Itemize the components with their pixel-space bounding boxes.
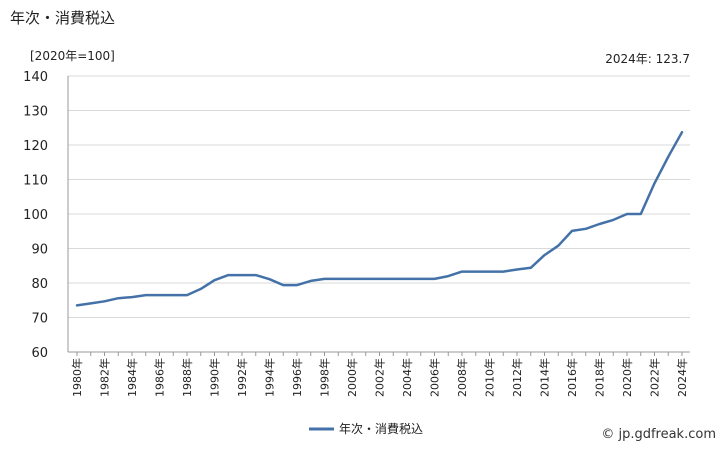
y-tick-label: 70 [31,312,48,327]
grid-lines [68,75,690,353]
x-tick-label: 1980年 [70,358,84,397]
x-tick-label: 2018年 [593,358,607,397]
x-tick-label: 1992年 [235,358,249,397]
chart-title: 年次・消費税込 [10,9,116,27]
legend: 年次・消費税込 [309,421,423,436]
x-tick-label: 2008年 [455,358,469,397]
series-line [75,130,684,307]
x-tick-label: 2004年 [400,358,414,397]
legend-label: 年次・消費税込 [339,421,423,436]
x-tick-label: 2006年 [428,358,442,397]
y-tick-label: 60 [31,346,48,361]
x-tick-label: 1982年 [98,358,112,397]
x-tick-label: 1994年 [263,358,277,397]
x-tick-label: 2020年 [620,358,634,397]
x-tick-label: 2000年 [345,358,359,397]
x-tick-label: 1986年 [153,358,167,397]
x-tick-label: 1988年 [180,358,194,397]
x-tick-label: 2024年 [675,358,689,397]
y-axis-unit-label: [2020年=100] [30,49,115,63]
y-axis: 60 70 80 90 100 110 120 130 140 [23,70,69,361]
x-tick-label: 2022年 [648,358,662,397]
latest-value-label: 2024年: 123.7 [605,52,690,66]
source-credit: © jp.gdfreak.com [601,427,716,442]
x-tick-label: 1984年 [125,358,139,397]
y-tick-label: 140 [23,70,48,85]
y-tick-label: 100 [23,208,48,223]
x-tick-label: 2002年 [373,358,387,397]
y-tick-label: 80 [31,277,48,292]
x-tick-label: 1996年 [290,358,304,397]
series-lines [75,130,684,307]
y-tick-label: 110 [23,174,48,189]
y-tick-label: 120 [23,139,48,154]
y-tick-label: 90 [31,243,48,258]
x-tick-label: 2016年 [565,358,579,397]
x-tick-label: 1990年 [208,358,222,397]
x-tick-label: 2014年 [538,358,552,397]
y-tick-label: 130 [23,105,48,120]
x-tick-label: 1998年 [318,358,332,397]
x-tick-label: 2012年 [510,358,524,397]
x-axis: 1980年 1982年 1984年 1986年 1988年 1990年 1992年 1994年… [70,352,689,397]
x-tick-label: 2010年 [483,358,497,397]
